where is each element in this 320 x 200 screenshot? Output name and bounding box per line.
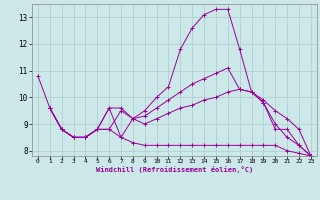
X-axis label: Windchill (Refroidissement éolien,°C): Windchill (Refroidissement éolien,°C) xyxy=(96,166,253,173)
